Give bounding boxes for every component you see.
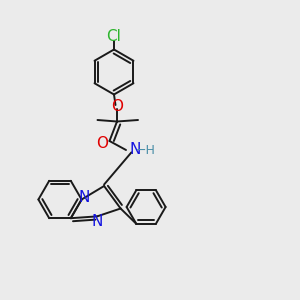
Text: Cl: Cl	[106, 29, 122, 44]
Text: N: N	[130, 142, 141, 158]
Text: −H: −H	[136, 143, 155, 157]
Text: O: O	[96, 136, 108, 151]
Text: N: N	[78, 190, 90, 205]
Text: O: O	[111, 99, 123, 114]
Text: N: N	[92, 214, 103, 229]
